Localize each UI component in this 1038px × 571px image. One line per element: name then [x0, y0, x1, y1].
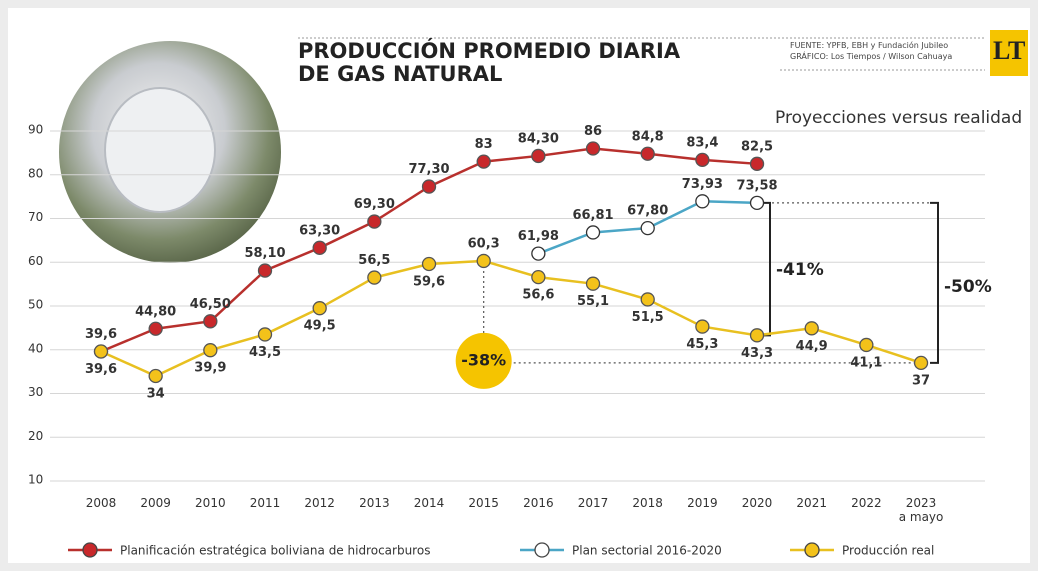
legend-marker — [535, 543, 549, 557]
value-label: 39,6 — [85, 362, 117, 377]
point — [751, 157, 764, 170]
value-label: 44,80 — [135, 304, 176, 319]
point — [204, 315, 217, 328]
point — [423, 180, 436, 193]
bracket — [930, 203, 938, 363]
logo: LT — [993, 36, 1025, 66]
y-tick-label: 50 — [28, 298, 43, 312]
point — [313, 241, 326, 254]
point — [532, 149, 545, 162]
chart-subtitle: Proyecciones versus realidad — [775, 108, 1022, 128]
value-label: 61,98 — [518, 229, 559, 244]
value-label: 55,1 — [577, 294, 609, 309]
credit: GRÁFICO: Los Tiempos / Wilson Cahuaya — [790, 52, 952, 61]
value-label: 41,1 — [850, 355, 882, 370]
legend-label: Planificación estratégica boliviana de h… — [120, 544, 430, 558]
value-label: 63,30 — [299, 223, 340, 238]
point — [696, 320, 709, 333]
value-label: 56,6 — [522, 288, 554, 303]
value-label: 73,58 — [736, 178, 777, 193]
value-label: 66,81 — [572, 208, 613, 223]
value-label: 60,3 — [468, 236, 500, 251]
point — [259, 328, 272, 341]
value-label: 51,5 — [632, 310, 664, 325]
value-label: 37 — [912, 373, 930, 388]
y-tick-label: 40 — [28, 341, 43, 355]
value-label: 77,30 — [408, 162, 449, 177]
value-label: 73,93 — [682, 177, 723, 192]
legend-label: Producción real — [842, 544, 934, 558]
x-tick-label: 2023 a mayo — [881, 496, 961, 524]
point — [860, 338, 873, 351]
y-tick-label: 30 — [28, 385, 43, 399]
point — [805, 322, 818, 335]
point — [477, 155, 490, 168]
value-label: 84,8 — [632, 129, 664, 144]
point — [587, 226, 600, 239]
value-label: 58,10 — [244, 246, 285, 261]
point — [368, 215, 381, 228]
point — [95, 345, 108, 358]
photo-tank — [105, 88, 215, 212]
point — [149, 322, 162, 335]
point — [696, 153, 709, 166]
point — [204, 344, 217, 357]
y-tick-label: 70 — [28, 210, 43, 224]
value-label: 43,3 — [741, 346, 773, 361]
value-label: 86 — [584, 124, 602, 139]
bracket — [762, 203, 770, 335]
point — [696, 195, 709, 208]
value-label: 59,6 — [413, 275, 445, 290]
point — [587, 142, 600, 155]
value-label: 83 — [475, 137, 493, 152]
value-label: 67,80 — [627, 204, 668, 219]
value-label: 39,6 — [85, 327, 117, 342]
point — [477, 254, 490, 267]
y-tick-label: 60 — [28, 254, 43, 268]
point — [641, 222, 654, 235]
point — [532, 247, 545, 260]
legend-label: Plan sectorial 2016-2020 — [572, 544, 722, 558]
value-label: 49,5 — [304, 319, 336, 334]
chart-title: PRODUCCIÓN PROMEDIO DIARIA DE GAS NATURA… — [298, 40, 680, 86]
point — [532, 271, 545, 284]
page: 10 20 30 40 50 60 70 80 90 -38% -41% -50% 39,6 44,80 4… — [0, 0, 1038, 571]
value-label: 82,5 — [741, 139, 773, 154]
y-tick-label: 80 — [28, 166, 43, 180]
source: FUENTE: YPFB, EBH y Fundación Jubileo — [790, 41, 948, 50]
y-tick-label: 20 — [28, 429, 43, 443]
value-label: 46,50 — [190, 297, 231, 312]
point — [368, 271, 381, 284]
annotation: -41% — [776, 260, 824, 280]
point — [587, 277, 600, 290]
point — [641, 293, 654, 306]
legend-marker — [83, 543, 97, 557]
y-tick-label: 90 — [28, 123, 43, 137]
point — [641, 147, 654, 160]
value-label: 84,30 — [518, 131, 559, 146]
value-label: 69,30 — [354, 197, 395, 212]
point — [423, 258, 436, 271]
annotation: -50% — [944, 277, 992, 297]
value-label: 43,5 — [249, 345, 281, 360]
point — [751, 196, 764, 209]
point — [259, 264, 272, 277]
point — [751, 329, 764, 342]
value-label: 39,9 — [194, 361, 226, 376]
point — [313, 302, 326, 315]
value-label: 34 — [147, 387, 165, 402]
legend-marker — [805, 543, 819, 557]
annotation: -38% — [461, 350, 506, 369]
value-label: 44,9 — [796, 339, 828, 354]
value-label: 45,3 — [686, 337, 718, 352]
value-label: 83,4 — [686, 135, 718, 150]
value-label: 56,5 — [358, 253, 390, 268]
point — [149, 370, 162, 383]
y-tick-label: 10 — [28, 473, 43, 487]
point — [915, 356, 928, 369]
